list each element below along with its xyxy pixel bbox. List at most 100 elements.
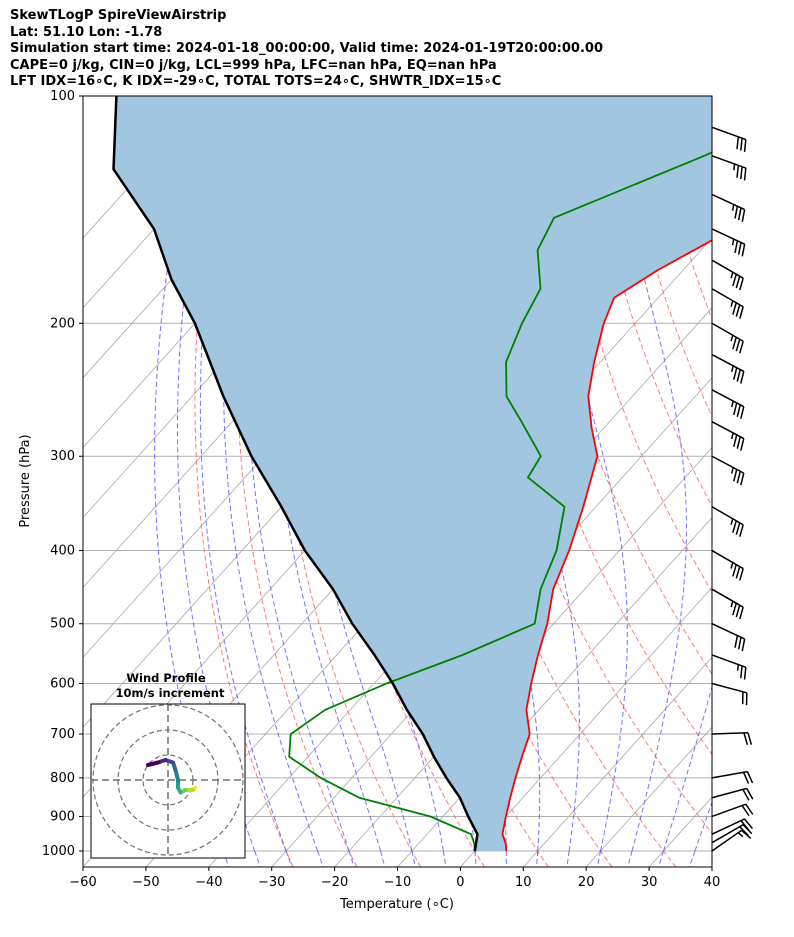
x-axis-label: Temperature (∘C)	[339, 897, 454, 912]
x-tick-label: 20	[578, 875, 595, 890]
wind-barb-half-flag	[736, 664, 740, 671]
wind-barb-half-flag	[730, 467, 734, 474]
wind-barb-flag	[746, 771, 754, 784]
wind-barb-staff	[711, 259, 744, 279]
simulation-time: Simulation start time: 2024-01-18_00:00:…	[10, 41, 603, 56]
wind-barb-flag	[743, 667, 747, 680]
wind-barb	[711, 588, 744, 620]
wind-barb-half-flag	[733, 163, 736, 171]
wind-barb-staff	[711, 155, 747, 169]
wind-barb-flag	[743, 168, 747, 181]
x-tick-label: 0	[456, 875, 464, 890]
wind-barb-staff	[711, 732, 749, 735]
wind-barb-flag	[741, 209, 746, 222]
stability-indices-2: LFT IDX=16∘C, K IDX=-29∘C, TOTAL TOTS=24…	[10, 74, 502, 89]
wind-barb-staff	[711, 353, 745, 373]
wind-barb-flag	[744, 818, 753, 830]
wind-barb-flag	[740, 472, 745, 486]
wind-barb-flag	[740, 665, 743, 679]
wind-barb-flag	[739, 341, 744, 354]
wind-barb-flag	[739, 606, 744, 620]
y-tick-label: 800	[50, 771, 75, 786]
stability-indices-1: CAPE=0 j/kg, CIN=0 j/kg, LCL=999 hPa, LF…	[10, 57, 497, 73]
wind-barb-flag	[735, 604, 741, 618]
dry-adiabat	[750, 96, 794, 867]
wind-barb-staff	[711, 455, 745, 474]
wind-barb-half-flag	[730, 432, 734, 440]
wind-barb-half-flag	[730, 365, 734, 372]
wind-barb	[711, 126, 747, 152]
wind-barb-flag	[739, 568, 744, 581]
x-tick-label: −40	[195, 875, 222, 890]
wind-barb-flag	[737, 207, 742, 221]
wind-barb	[711, 506, 744, 537]
wind-barb-flag	[740, 406, 745, 419]
wind-barb	[711, 682, 748, 706]
wind-barb-flag	[739, 524, 744, 537]
wind-barb-flag	[733, 434, 738, 448]
dry-adiabat	[717, 96, 794, 867]
wind-barb-flag	[735, 275, 741, 289]
x-tick-label: −30	[258, 875, 285, 890]
wind-barb-staff	[711, 228, 745, 245]
moist-adiabat	[199, 96, 293, 867]
wind-barb-staff	[711, 549, 744, 570]
wind-barb	[711, 787, 754, 801]
wind-barb-staff	[711, 126, 747, 141]
wind-barb-flag	[736, 165, 740, 178]
wind-barb-flag	[734, 635, 739, 648]
wind-barb-staff	[711, 506, 744, 526]
wind-barb	[711, 803, 754, 818]
x-tick-label: 40	[704, 875, 721, 890]
wind-barb-flag	[735, 522, 741, 535]
skewt-series	[112, 96, 712, 852]
wind-barb-flag	[740, 166, 743, 180]
wind-barb-staff	[711, 682, 747, 694]
wind-barb	[711, 353, 745, 384]
isotherm-line	[460, 586, 712, 867]
y-tick-label: 400	[50, 544, 75, 559]
wind-barb-flag	[741, 805, 750, 817]
wind-barb-half-flag	[730, 600, 734, 608]
dewpoint-profile-line	[288, 151, 712, 852]
wind-barb-flag	[732, 337, 737, 350]
isotherm-line	[711, 866, 712, 867]
cape-shading	[113, 96, 712, 851]
wind-barb-half-flag	[730, 518, 734, 525]
wind-barb-flag	[733, 402, 738, 416]
wind-barb-flag	[732, 273, 737, 287]
moist-adiabat	[610, 96, 687, 867]
wind-barb-flag	[732, 520, 737, 533]
wind-barb-flag	[733, 367, 738, 380]
wind-barb	[711, 770, 754, 784]
dry-adiabat	[586, 96, 712, 508]
wind-barb-half-flag	[731, 238, 735, 246]
wind-barb	[711, 389, 745, 419]
x-tick-label: 10	[515, 875, 532, 890]
isotherm-line	[775, 96, 794, 867]
wind-barb	[711, 259, 744, 291]
wind-barb-flag	[736, 436, 741, 449]
wind-barb-staff	[711, 818, 745, 835]
temperature-profile-line	[501, 239, 712, 852]
wind-barb-staff	[711, 623, 745, 640]
dry-adiabat	[455, 96, 712, 834]
wind-barb-flag	[742, 789, 750, 801]
hodograph-inset: Wind Profile 10m/s increment	[90, 671, 246, 859]
wind-barb-flag	[734, 206, 739, 219]
wind-barb-flag	[743, 139, 747, 152]
wind-barb	[711, 322, 744, 354]
isotherm-line	[83, 96, 212, 239]
isotherm-line	[523, 656, 712, 867]
wind-barb-flag	[737, 242, 742, 255]
y-tick-label: 900	[50, 809, 75, 824]
moist-adiabat	[297, 96, 416, 867]
wind-barb-flag	[743, 732, 749, 746]
dry-adiabat	[194, 96, 294, 867]
hodograph-subtitle: 10m/s increment	[116, 686, 225, 700]
wind-barb-flag	[736, 136, 740, 150]
wind-barb-staff	[711, 654, 747, 668]
y-tick-label: 200	[50, 316, 75, 331]
x-tick-label: 30	[641, 875, 658, 890]
